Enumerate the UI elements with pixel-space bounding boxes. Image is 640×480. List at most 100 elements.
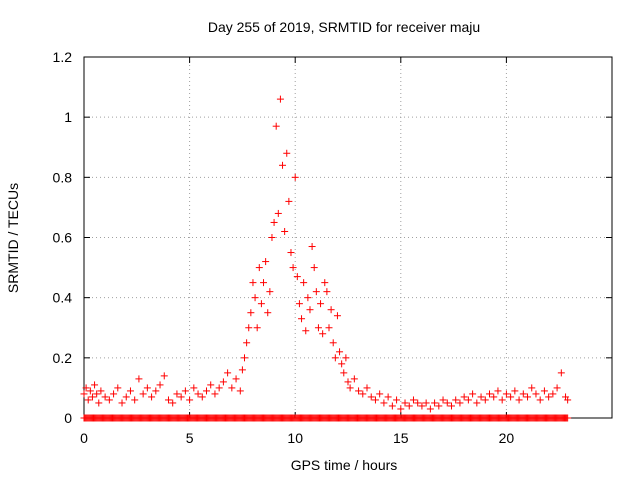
data-point xyxy=(346,384,354,392)
data-point xyxy=(86,387,94,395)
data-point xyxy=(268,234,276,241)
data-point xyxy=(247,309,255,317)
data-point xyxy=(380,399,388,407)
data-point xyxy=(564,396,572,404)
data-point xyxy=(336,348,344,356)
data-point xyxy=(186,396,194,404)
data-point xyxy=(426,405,434,413)
y-tick-label: 1 xyxy=(64,109,72,125)
x-tick-label: 20 xyxy=(499,430,515,446)
data-point xyxy=(331,354,339,362)
data-point xyxy=(431,399,439,407)
data-point xyxy=(371,396,379,404)
data-point xyxy=(152,387,160,395)
data-point xyxy=(298,315,306,323)
data-point xyxy=(350,375,358,383)
data-point xyxy=(314,324,322,332)
data-points xyxy=(80,95,572,422)
data-point xyxy=(148,393,156,401)
data-point xyxy=(329,339,337,347)
data-point xyxy=(238,366,246,374)
data-point xyxy=(126,387,134,395)
data-point xyxy=(215,384,223,392)
data-point xyxy=(97,387,105,395)
data-point xyxy=(224,369,232,377)
data-point xyxy=(524,393,532,401)
data-point xyxy=(293,273,301,281)
data-point xyxy=(243,339,251,347)
chart-title: Day 255 of 2019, SRMTID for receiver maj… xyxy=(208,19,480,35)
data-point xyxy=(260,279,268,287)
data-point xyxy=(557,369,565,377)
data-point xyxy=(84,396,92,404)
data-point xyxy=(245,324,253,332)
data-point xyxy=(164,396,172,404)
data-point xyxy=(327,306,335,314)
data-point xyxy=(287,249,295,257)
data-point xyxy=(264,309,272,317)
y-tick-label: 0.4 xyxy=(53,290,73,306)
data-point xyxy=(405,402,413,410)
data-point xyxy=(439,396,447,404)
data-point xyxy=(564,414,572,422)
data-point xyxy=(156,381,164,389)
data-point xyxy=(228,384,236,392)
data-point xyxy=(540,387,548,395)
data-point xyxy=(236,387,244,395)
data-point xyxy=(160,372,168,380)
data-point xyxy=(494,387,502,395)
data-point xyxy=(80,390,88,398)
data-point xyxy=(101,393,109,401)
y-tick-label: 0.2 xyxy=(53,350,73,366)
data-point xyxy=(443,399,451,407)
data-point xyxy=(308,243,316,251)
data-point xyxy=(435,402,443,410)
data-point xyxy=(397,405,405,413)
data-point xyxy=(135,375,143,383)
data-point xyxy=(333,312,341,320)
data-point xyxy=(528,384,536,392)
data-point xyxy=(110,390,118,398)
data-point xyxy=(545,393,553,401)
data-point xyxy=(498,396,506,404)
data-point xyxy=(384,393,392,401)
data-point xyxy=(376,390,384,398)
data-point xyxy=(285,197,293,205)
data-point xyxy=(262,258,270,266)
data-point xyxy=(139,390,147,398)
data-point xyxy=(88,393,96,401)
data-point xyxy=(323,288,331,296)
data-point xyxy=(270,218,278,226)
data-point xyxy=(169,399,177,407)
data-point xyxy=(241,354,249,362)
data-point xyxy=(447,402,455,410)
data-point xyxy=(276,95,284,103)
data-point xyxy=(340,369,348,377)
data-point xyxy=(460,393,468,401)
y-tick-label: 1.2 xyxy=(53,49,73,65)
data-point xyxy=(502,390,510,398)
data-point xyxy=(173,390,181,398)
data-point xyxy=(532,390,540,398)
data-point xyxy=(219,378,227,386)
data-point xyxy=(122,393,130,401)
data-point xyxy=(302,327,310,335)
data-point xyxy=(553,384,561,392)
data-point xyxy=(105,396,113,404)
data-point xyxy=(251,294,259,302)
data-point xyxy=(93,390,101,398)
data-point xyxy=(255,264,263,272)
data-point xyxy=(456,399,464,407)
y-tick-label: 0.8 xyxy=(53,169,73,185)
data-point xyxy=(310,264,318,272)
data-point xyxy=(536,396,544,404)
data-point xyxy=(355,387,363,395)
x-tick-label: 5 xyxy=(186,430,194,446)
data-point xyxy=(274,209,282,217)
data-point xyxy=(211,390,219,398)
data-point xyxy=(414,399,422,407)
data-point xyxy=(549,390,557,398)
data-point xyxy=(300,279,308,287)
data-point xyxy=(291,173,299,181)
